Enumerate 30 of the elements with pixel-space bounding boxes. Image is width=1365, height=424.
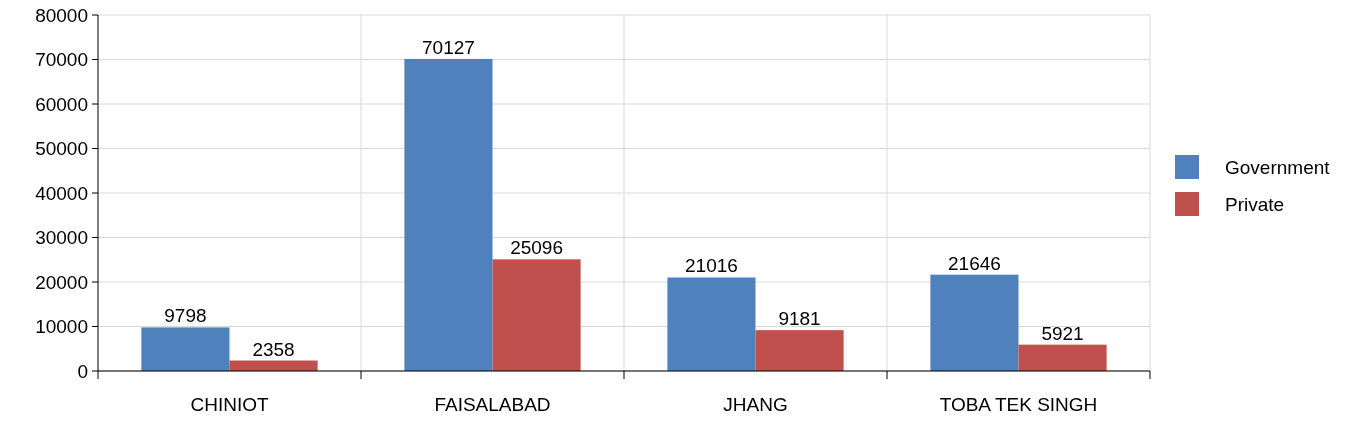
- data-label: 25096: [510, 237, 563, 259]
- data-label: 21016: [685, 255, 738, 277]
- y-tick-label: 70000: [35, 49, 88, 71]
- data-label: 9798: [164, 305, 207, 327]
- bar: [667, 277, 756, 371]
- legend-label: Private: [1225, 193, 1285, 215]
- y-tick-label: 10000: [35, 316, 88, 338]
- data-label: 9181: [778, 308, 821, 330]
- x-tick-label: JHANG: [723, 394, 788, 415]
- bar: [141, 327, 230, 371]
- data-label: 5921: [1041, 322, 1084, 344]
- x-tick-label: TOBA TEK SINGH: [939, 394, 1098, 415]
- y-tick-label: 20000: [35, 271, 88, 293]
- x-tick-label: FAISALABAD: [434, 394, 551, 415]
- legend-label: Government: [1225, 156, 1331, 178]
- data-label: 2358: [252, 338, 295, 360]
- bar: [930, 274, 1019, 371]
- bar: [404, 58, 493, 371]
- y-tick-label: 50000: [35, 138, 88, 160]
- bar: [755, 330, 844, 371]
- y-tick-label: 40000: [35, 182, 88, 204]
- data-label: 70127: [422, 36, 475, 58]
- bar: [492, 259, 581, 371]
- data-label: 21646: [948, 252, 1001, 274]
- x-tick-label: CHINIOT: [190, 394, 269, 415]
- y-tick-label: 0: [77, 360, 88, 382]
- y-tick-label: 60000: [35, 93, 88, 115]
- bar: [1018, 344, 1107, 371]
- y-tick-label: 30000: [35, 227, 88, 249]
- y-tick-label: 80000: [35, 4, 88, 26]
